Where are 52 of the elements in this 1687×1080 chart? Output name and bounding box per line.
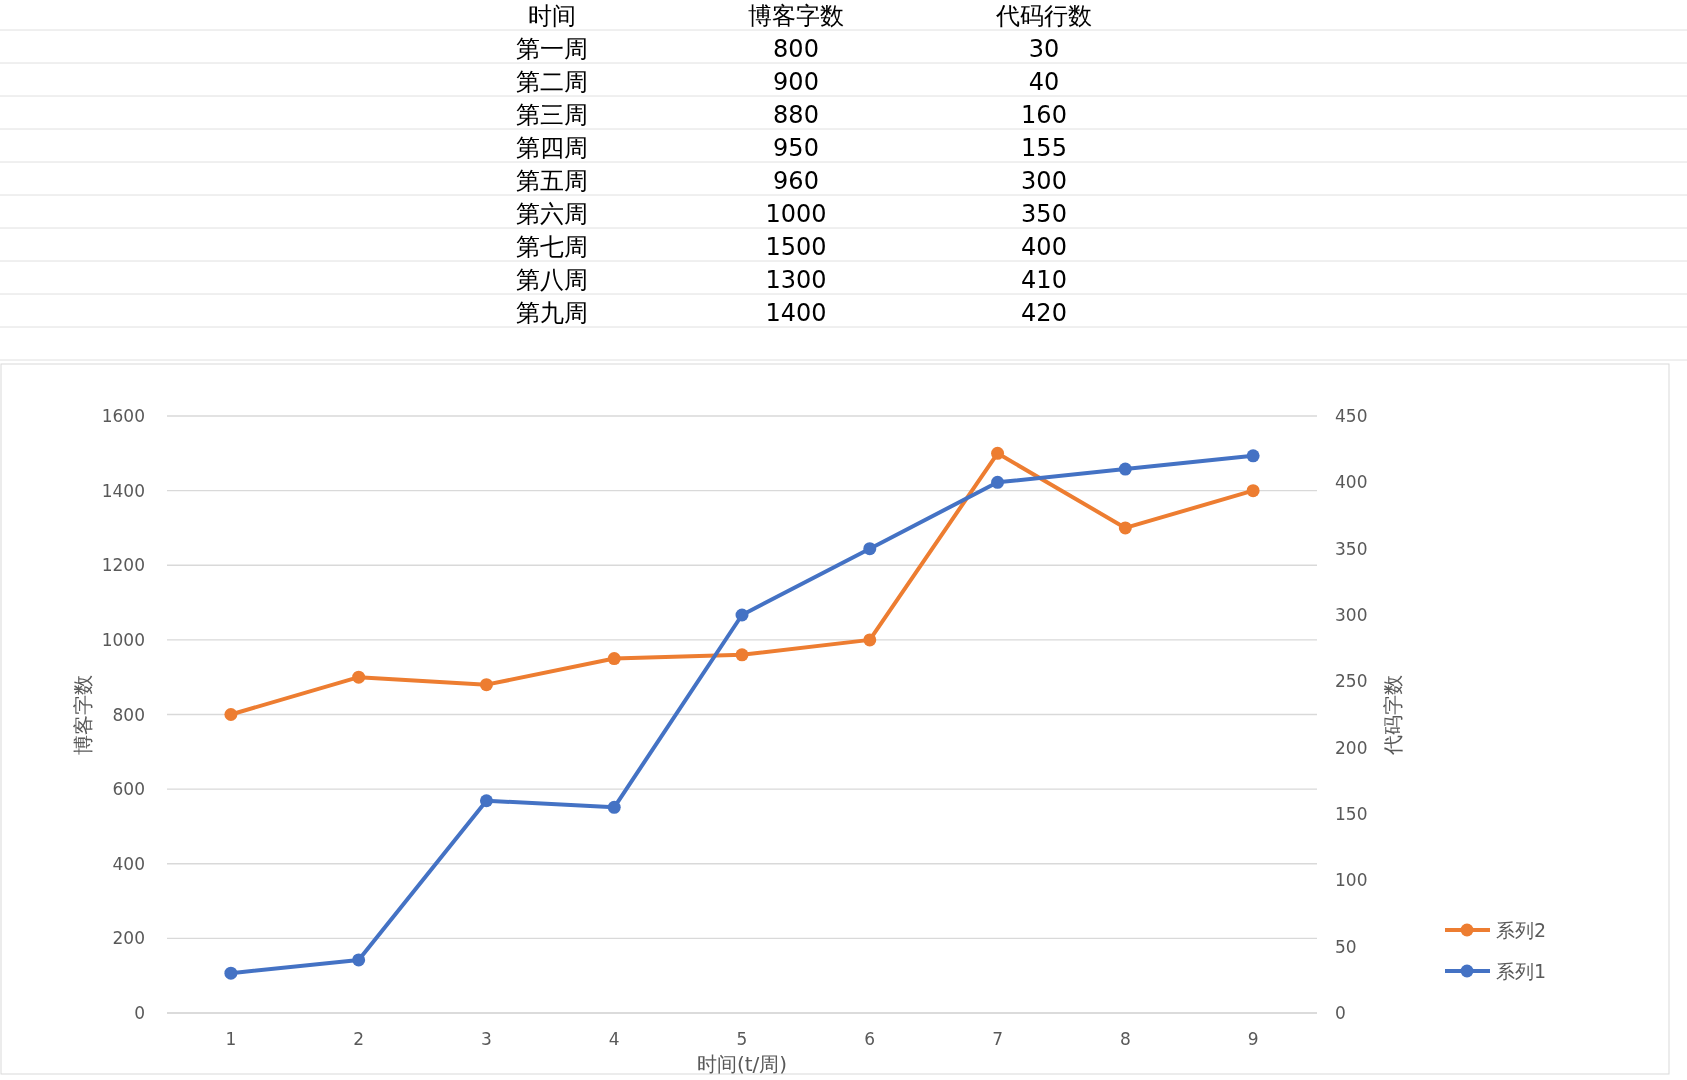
y-tick-label: 1000 (101, 629, 145, 650)
y-tick-label: 800 (112, 704, 145, 725)
x-tick-label: 1 (225, 1029, 237, 1049)
y2-tick-label: 250 (1335, 671, 1368, 692)
table: 时间 博客字数 代码行数 第一周 800 30 第二周 900 40 第三周 880 160 第四周 950 155 第五周 960 300 第六周 1000 350 第七周 1500 400 第八周 1300 410 第九周 1400 420 (0, 2, 1687, 361)
point (991, 446, 1005, 460)
point (224, 966, 238, 980)
point (1246, 449, 1260, 463)
point (1118, 521, 1132, 535)
point (735, 648, 749, 662)
legend-label: 系列1 (1496, 960, 1547, 982)
point (607, 652, 621, 666)
y-tick-label: 400 (112, 853, 145, 874)
x-tick-label: 7 (992, 1029, 1003, 1049)
x-tick-label: 2 (353, 1029, 365, 1049)
y2-tick-label: 200 (1335, 737, 1368, 758)
x-axis-title: 时间(t/周) (696, 1052, 788, 1076)
y-tick-label: 1600 (101, 406, 145, 426)
point (352, 670, 366, 684)
y2-tick-label: 50 (1335, 936, 1357, 957)
point (479, 794, 493, 808)
x-tick-label: 5 (736, 1029, 748, 1049)
y2-tick-label: 0 (1335, 1003, 1346, 1023)
x-tick-label: 8 (1119, 1029, 1131, 1049)
point (863, 633, 877, 647)
x-tick-label: 6 (864, 1029, 876, 1049)
y-axis-title: 博客字数 (71, 674, 95, 755)
y2-tick-label: 350 (1335, 538, 1368, 559)
y2-tick-label: 150 (1335, 804, 1368, 824)
point (991, 475, 1005, 489)
legend-label: 系列2 (1496, 919, 1547, 941)
y-tick-label: 200 (112, 928, 145, 949)
point (224, 708, 238, 721)
point (352, 953, 366, 967)
point (735, 608, 749, 622)
point (607, 800, 621, 814)
y-tick-label: 0 (134, 1003, 145, 1023)
y2-tick-label: 400 (1335, 472, 1368, 493)
x-tick-label: 9 (1247, 1029, 1259, 1049)
y2-axis-title: 代码字数 (1381, 674, 1405, 756)
y-tick-label: 600 (112, 779, 145, 800)
y-tick-label: 1400 (101, 480, 145, 501)
point (863, 542, 877, 556)
y2-tick-label: 300 (1335, 605, 1368, 625)
y2-tick-label: 100 (1335, 870, 1368, 891)
y2-tick-label: 450 (1335, 406, 1368, 426)
point (1118, 462, 1132, 476)
x-tick-label: 4 (608, 1029, 620, 1049)
x-tick-label: 3 (481, 1029, 492, 1049)
y-tick-label: 1200 (101, 555, 145, 576)
point (479, 678, 493, 692)
point (1246, 484, 1260, 498)
